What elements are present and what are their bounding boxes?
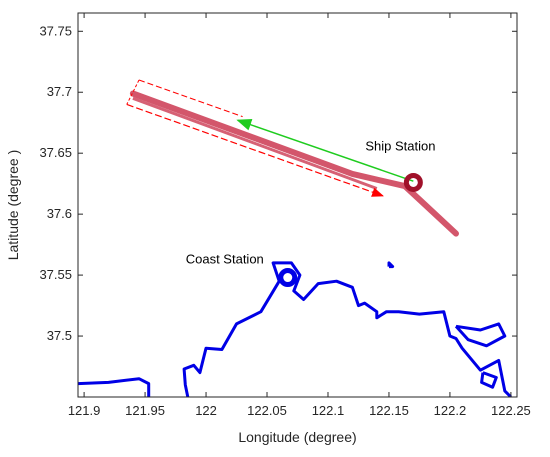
x-tick-label: 122 — [195, 403, 217, 418]
coastline-segment — [480, 371, 498, 389]
x-axis-label: Longitude (degree) — [238, 429, 356, 445]
coast-station-label: Coast Station — [186, 252, 264, 267]
y-tick-label: 37.75 — [39, 23, 72, 38]
sector-end-dashed-line — [126, 79, 140, 105]
y-tick-label: 37.6 — [47, 206, 72, 221]
y-tick-label: 37.65 — [39, 145, 72, 160]
x-tick-label: 122.15 — [369, 403, 409, 418]
ship-station-label: Ship Station — [365, 138, 435, 153]
coastline-segment — [387, 261, 395, 269]
x-tick-label: 121.95 — [125, 403, 165, 418]
plot-area — [78, 79, 512, 397]
direction-arrow — [236, 119, 414, 182]
y-tick-label: 37.5 — [47, 328, 72, 343]
coastline-segment — [78, 377, 151, 397]
y-axis: 37.5 37.55 37.6 37.65 37.7 37.75 — [39, 23, 517, 343]
ship-track-layer — [129, 90, 459, 237]
axes-box — [77, 12, 518, 398]
sector-upper-dashed-line — [138, 79, 243, 118]
x-tick-label: 122.1 — [312, 403, 345, 418]
y-tick-label: 37.7 — [47, 84, 72, 99]
coastline-segment — [182, 261, 512, 397]
coastline-layer — [78, 261, 512, 397]
ship-station-marker — [403, 172, 423, 192]
y-axis-label: Latitude (degree ) — [5, 150, 21, 261]
coast-station-marker — [278, 268, 298, 288]
x-tick-label: 122.2 — [434, 403, 467, 418]
x-tick-label: 121.9 — [68, 403, 101, 418]
y-tick-label: 37.55 — [39, 267, 72, 282]
x-axis: 121.9 121.95 122 122.05 122.1 122.15 122.2 122.… — [68, 13, 531, 418]
x-tick-label: 122.25 — [491, 403, 531, 418]
coastline-segment — [454, 322, 507, 348]
ship-track-line-secondary — [132, 96, 378, 190]
ship-track-line — [129, 90, 459, 237]
x-tick-label: 122.05 — [247, 403, 287, 418]
sector-lower-dashed-arrow — [126, 103, 384, 197]
annotation-layer — [126, 79, 423, 288]
